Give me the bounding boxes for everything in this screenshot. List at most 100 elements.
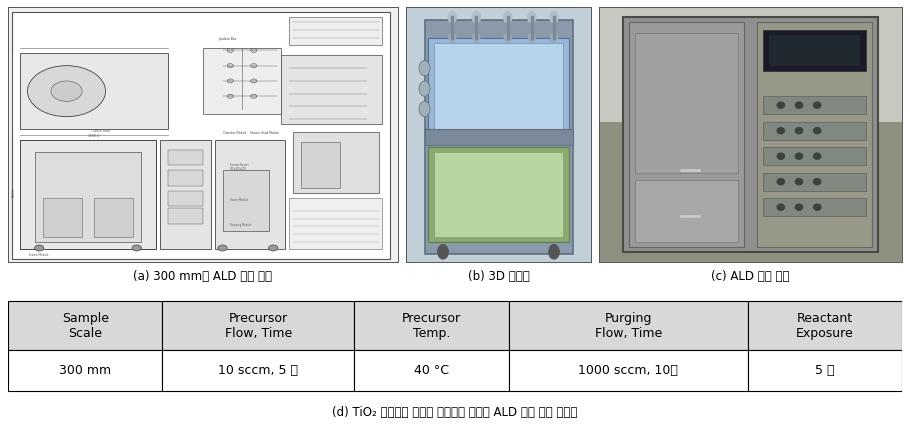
Bar <box>763 173 865 190</box>
Circle shape <box>217 245 228 251</box>
Circle shape <box>228 63 234 68</box>
Circle shape <box>503 12 511 23</box>
Circle shape <box>777 178 784 185</box>
Bar <box>763 30 865 71</box>
Bar <box>434 43 563 130</box>
Bar <box>630 22 744 247</box>
Circle shape <box>795 178 803 185</box>
Circle shape <box>795 204 803 210</box>
Bar <box>635 33 738 173</box>
Bar <box>35 152 141 242</box>
Text: Precursor
Temp.: Precursor Temp. <box>402 311 461 339</box>
Bar <box>756 22 872 247</box>
Circle shape <box>777 153 784 159</box>
Circle shape <box>228 94 234 98</box>
Circle shape <box>473 33 480 42</box>
Circle shape <box>777 127 784 134</box>
Circle shape <box>132 245 141 251</box>
Bar <box>763 198 865 216</box>
Circle shape <box>504 33 511 42</box>
Text: Frame Module: Frame Module <box>29 253 49 257</box>
Circle shape <box>419 81 430 96</box>
Bar <box>623 17 878 252</box>
Circle shape <box>551 33 557 42</box>
Bar <box>8 301 163 350</box>
Circle shape <box>250 63 257 68</box>
Text: (b) 3D 설계도: (b) 3D 설계도 <box>468 269 530 283</box>
Bar <box>424 130 572 145</box>
Circle shape <box>777 102 784 108</box>
Text: Shower Head Module: Shower Head Module <box>250 132 279 136</box>
Text: Chamber Module: Chamber Module <box>223 132 246 136</box>
Bar <box>288 198 382 249</box>
Bar <box>168 170 203 185</box>
Circle shape <box>228 48 234 52</box>
Text: 10 sccm, 5 초: 10 sccm, 5 초 <box>218 364 298 377</box>
Bar <box>281 55 382 124</box>
Bar <box>8 350 163 391</box>
Bar <box>160 139 211 249</box>
Text: (a) 300 mm급 ALD 설계 도면: (a) 300 mm급 ALD 설계 도면 <box>134 269 272 283</box>
Circle shape <box>795 153 803 159</box>
Bar <box>635 181 738 242</box>
Bar <box>763 122 865 139</box>
Text: 1380.0: 1380.0 <box>87 134 100 138</box>
Circle shape <box>795 127 803 134</box>
Bar <box>94 198 133 236</box>
Bar <box>288 17 382 45</box>
Circle shape <box>549 245 559 259</box>
Bar <box>747 350 902 391</box>
Bar <box>168 150 203 165</box>
Bar <box>429 147 569 242</box>
Bar <box>354 301 509 350</box>
Circle shape <box>472 12 480 23</box>
Text: 300 mm: 300 mm <box>59 364 111 377</box>
Circle shape <box>814 153 821 159</box>
Circle shape <box>449 33 456 42</box>
Circle shape <box>35 245 44 251</box>
Bar <box>168 190 203 206</box>
Text: Reactant
Exposure: Reactant Exposure <box>796 311 854 339</box>
Bar <box>20 53 168 130</box>
Circle shape <box>814 102 821 108</box>
Circle shape <box>419 101 430 117</box>
Bar <box>509 301 747 350</box>
Bar <box>434 152 563 236</box>
Text: Heater Module: Heater Module <box>230 198 248 202</box>
Text: Junction Box: Junction Box <box>218 37 237 41</box>
Bar <box>599 7 902 122</box>
Circle shape <box>250 79 257 83</box>
Bar <box>293 132 379 193</box>
Circle shape <box>550 12 558 23</box>
Text: (c) ALD 설비 사진: (c) ALD 설비 사진 <box>712 269 790 283</box>
Bar <box>43 198 82 236</box>
Circle shape <box>228 79 234 83</box>
Circle shape <box>51 81 82 101</box>
Circle shape <box>449 12 456 23</box>
Bar <box>223 170 269 231</box>
Text: Control Panel: Control Panel <box>92 129 110 133</box>
Bar <box>215 139 285 249</box>
Circle shape <box>438 245 449 259</box>
Bar <box>163 301 354 350</box>
Circle shape <box>814 127 821 134</box>
Text: Purging
Flow, Time: Purging Flow, Time <box>594 311 662 339</box>
Circle shape <box>795 102 803 108</box>
Text: 40 °C: 40 °C <box>414 364 450 377</box>
Text: 1000 sccm, 10초: 1000 sccm, 10초 <box>578 364 678 377</box>
Circle shape <box>814 204 821 210</box>
Bar <box>354 350 509 391</box>
Bar <box>599 122 902 262</box>
Circle shape <box>268 245 278 251</box>
Circle shape <box>27 66 106 117</box>
Bar <box>747 301 902 350</box>
Text: Precursor
Flow, Time: Precursor Flow, Time <box>225 311 292 339</box>
Circle shape <box>814 178 821 185</box>
Text: 5 초: 5 초 <box>815 364 834 377</box>
Text: 1500.0: 1500.0 <box>12 187 15 197</box>
Bar <box>300 142 339 188</box>
Text: Pumping Module: Pumping Module <box>230 224 251 227</box>
Circle shape <box>250 94 257 98</box>
Circle shape <box>419 60 430 76</box>
Bar <box>763 147 865 165</box>
